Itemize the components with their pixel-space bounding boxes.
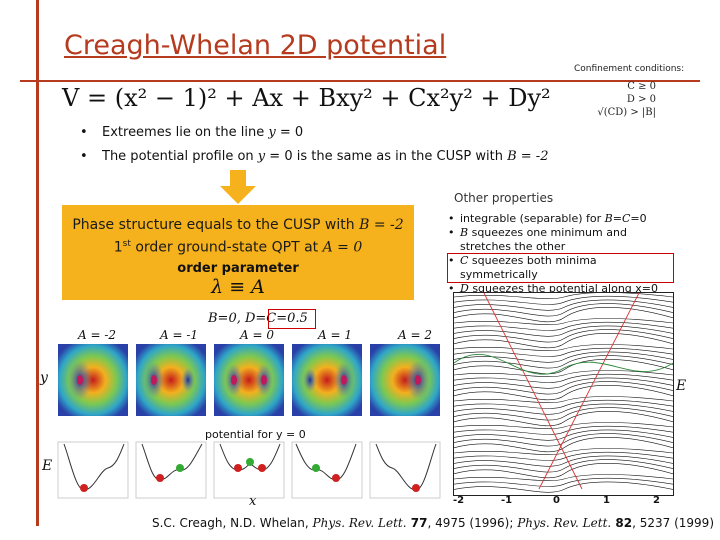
spectrum-level: [453, 403, 674, 415]
curve-3: [219, 443, 281, 471]
spectrum-level: [453, 407, 674, 421]
curve-1: [63, 443, 125, 491]
panel-label-3: A = 0: [240, 328, 274, 342]
potential-curves: [57, 441, 441, 499]
E-axis-label-left: E: [42, 458, 53, 474]
panel-label-5: A = 2: [398, 328, 432, 342]
spectrum-level: [453, 355, 674, 369]
parameter-values: B=0, D=C=0.5: [208, 311, 308, 326]
contour-panel-5: [370, 344, 440, 416]
property-3: • C squeezes both minima symmetrically: [447, 253, 674, 283]
spectrum-level: [453, 437, 674, 453]
panel-label-1: A = -2: [78, 328, 117, 342]
green-line: [453, 354, 674, 375]
other-properties-list: • integrable (separable) for B=C=0 • B squ…: [447, 212, 674, 310]
spectrum-level: [453, 325, 674, 337]
tick-5: 2: [653, 495, 660, 506]
E-axis-label-right: E: [676, 378, 687, 394]
contour-panel-4: [292, 344, 362, 416]
tick-3: 0: [553, 495, 560, 506]
tick-4: 1: [603, 495, 610, 506]
spectrum-level: [453, 292, 674, 300]
bullet-1: • Extreemes lie on the line y = 0: [80, 125, 304, 140]
spectrum-lines: [453, 292, 674, 493]
spectrum-level: [453, 429, 674, 441]
spectrum-level: [453, 303, 674, 317]
contour-panel-2: [136, 344, 206, 416]
property-1: • integrable (separable) for B=C=0: [448, 212, 647, 225]
spectrum-level: [453, 295, 674, 305]
spectrum-level: [453, 333, 674, 349]
other-properties-title: Other properties: [454, 191, 554, 205]
spectrum-level: [453, 351, 674, 363]
spectrum-level: [453, 422, 674, 430]
spectrum-level: [453, 385, 674, 401]
spectrum-level: [453, 321, 674, 331]
condition-1: C ≥ 0: [627, 81, 656, 92]
spectrum-level: [453, 399, 674, 409]
spectrum-level: [453, 474, 674, 482]
title-underline-bar: [20, 80, 700, 82]
order-parameter-formula: λ ≡ A: [211, 276, 265, 298]
highlight-box: [268, 309, 316, 329]
curve-4: [295, 443, 357, 481]
spectrum-level: [453, 377, 674, 389]
panel-label-2: A = -1: [160, 328, 199, 342]
spectrum-level: [453, 359, 674, 375]
spectrum-level: [453, 481, 674, 493]
tick-2: -1: [501, 495, 513, 506]
spectrum-level: [453, 451, 674, 461]
potential-section-label: potential for y = 0: [205, 428, 306, 441]
property-2: • B squeezes one minimum and stretches th…: [448, 226, 627, 253]
state-markers: [80, 458, 420, 492]
spectrum-level: [453, 425, 674, 435]
spectrum-level: [453, 463, 674, 479]
order-parameter-label: order parameter: [177, 261, 299, 276]
red-line-1: [483, 292, 583, 490]
y-axis-label: y: [40, 370, 48, 386]
contour-plots: [58, 344, 440, 416]
condition-2: D > 0: [626, 94, 656, 105]
panel-label-4: A = 1: [318, 328, 352, 342]
curve-5: [375, 443, 437, 491]
spectrum-level: [453, 318, 674, 326]
slide-title: Creagh-Whelan 2D potential: [64, 30, 447, 61]
confinement-conditions: C ≥ 0 D > 0 √(CD) > |B|: [594, 80, 656, 119]
curve-2: [141, 443, 203, 481]
summary-text: Phase structure equals to the CUSP with …: [72, 217, 404, 256]
spectrum-level: [453, 381, 674, 395]
spectrum-level: [453, 396, 674, 404]
contour-panel-1: [58, 344, 128, 416]
confinement-title: Confinement conditions:: [574, 64, 685, 74]
spectrum-level: [453, 344, 674, 352]
down-arrow-icon: [220, 170, 256, 204]
spectrum-plot: [453, 292, 674, 496]
spectrum-level: [453, 299, 674, 311]
spectrum-level: [453, 329, 674, 343]
spectrum-level: [453, 477, 674, 487]
tick-1: -2: [453, 495, 465, 506]
condition-3: √(CD) > |B|: [597, 107, 656, 118]
contour-panel-3: [214, 344, 284, 416]
left-accent-bar: [36, 0, 39, 526]
x-axis-label: x: [249, 494, 257, 509]
summary-box: [62, 205, 414, 300]
spectrum-level: [453, 411, 674, 427]
spectrum-level: [453, 455, 674, 467]
spectrum-level: [453, 373, 674, 383]
spectrum-level: [453, 370, 674, 378]
red-line-2: [538, 292, 640, 490]
spectrum-level: [453, 459, 674, 473]
potential-formula: V = (x² − 1)² + Ax + Bxy² + Cx²y² + Dy²: [62, 84, 551, 112]
bullet-2: • The potential profile on y = 0 is the …: [80, 149, 549, 164]
reference: S.C. Creagh, N.D. Whelan, Phys. Rev. Let…: [152, 516, 714, 530]
spectrum-level: [453, 347, 674, 357]
spectrum-level: [453, 433, 674, 447]
